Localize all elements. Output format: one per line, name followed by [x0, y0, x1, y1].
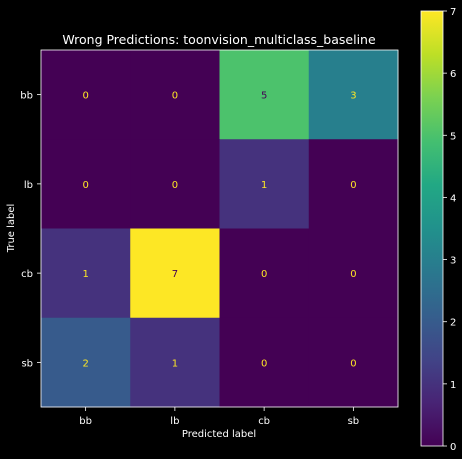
heatmap-cell: [308, 317, 399, 408]
cell-value-label: 0: [350, 269, 356, 280]
colorbar-tick-label: 2: [450, 318, 456, 329]
heatmap-cell: [219, 317, 310, 408]
y-tick-label: cb: [21, 269, 33, 280]
cell-value-label: 0: [82, 91, 88, 102]
cell-value-label: 0: [172, 91, 178, 102]
y-tick-label: lb: [24, 180, 33, 191]
chart-title: Wrong Predictions: toonvision_multiclass…: [62, 32, 376, 47]
heatmap-cell: [308, 228, 399, 319]
heatmap-cell: [130, 317, 220, 408]
cell-value-label: 0: [261, 358, 267, 369]
colorbar-tick-label: 5: [450, 131, 456, 142]
heatmap-cell: [130, 139, 220, 229]
cell-value-label: 5: [261, 91, 267, 102]
colorbar-tick-label: 7: [450, 7, 456, 18]
x-axis-ticks: bb lb cb sb: [79, 407, 359, 427]
colorbar-tick-label: 6: [450, 69, 456, 80]
heatmap-cell: [130, 228, 220, 319]
y-axis-ticks: bb lb cb sb: [20, 91, 41, 369]
x-tick-label: lb: [170, 416, 179, 427]
colorbar-ticks: 0 1 2 3 4 5 6 7: [443, 7, 456, 453]
heatmap-cell: [41, 228, 131, 319]
cell-value-label: 0: [350, 180, 356, 191]
y-axis-label: True label: [6, 204, 17, 254]
y-tick-label: bb: [20, 91, 33, 102]
heatmap-cell: [130, 50, 220, 140]
heatmap-cell: [219, 139, 310, 229]
colorbar: [420, 10, 444, 447]
x-tick-label: cb: [258, 416, 270, 427]
x-tick-label: bb: [79, 416, 92, 427]
heatmap-cell: [41, 139, 131, 229]
y-tick-label: sb: [21, 358, 33, 369]
colorbar-tick-label: 3: [450, 256, 456, 267]
plot-frame: [40, 49, 399, 408]
colorbar-tick-label: 4: [450, 193, 456, 204]
heatmap-cell: [219, 50, 310, 140]
cell-value-label: 0: [82, 180, 88, 191]
cell-value-label: 0: [261, 269, 267, 280]
heatmap-cell: [308, 50, 399, 140]
cell-value-label: 1: [82, 269, 88, 280]
cell-value-label: 1: [261, 180, 267, 191]
x-tick-label: sb: [348, 416, 360, 427]
heatmap-cell: [41, 317, 131, 408]
cell-value-label: 3: [350, 91, 356, 102]
x-axis-label: Predicted label: [182, 429, 256, 440]
cell-value-label: 0: [350, 358, 356, 369]
colorbar-tick-label: 0: [450, 442, 456, 453]
cell-value-label: 0: [172, 180, 178, 191]
heatmap-cells: 0 0 5 3 0 0 1 0 1 7 0 0 2 1 0 0: [41, 50, 399, 408]
cell-value-label: 1: [172, 358, 178, 369]
colorbar-tick-label: 1: [450, 380, 456, 391]
heatmap-cell: [41, 50, 131, 140]
cell-value-label: 7: [172, 269, 178, 280]
cell-value-label: 2: [82, 358, 88, 369]
heatmap-cell: [308, 139, 399, 229]
heatmap-cell: [219, 228, 310, 319]
